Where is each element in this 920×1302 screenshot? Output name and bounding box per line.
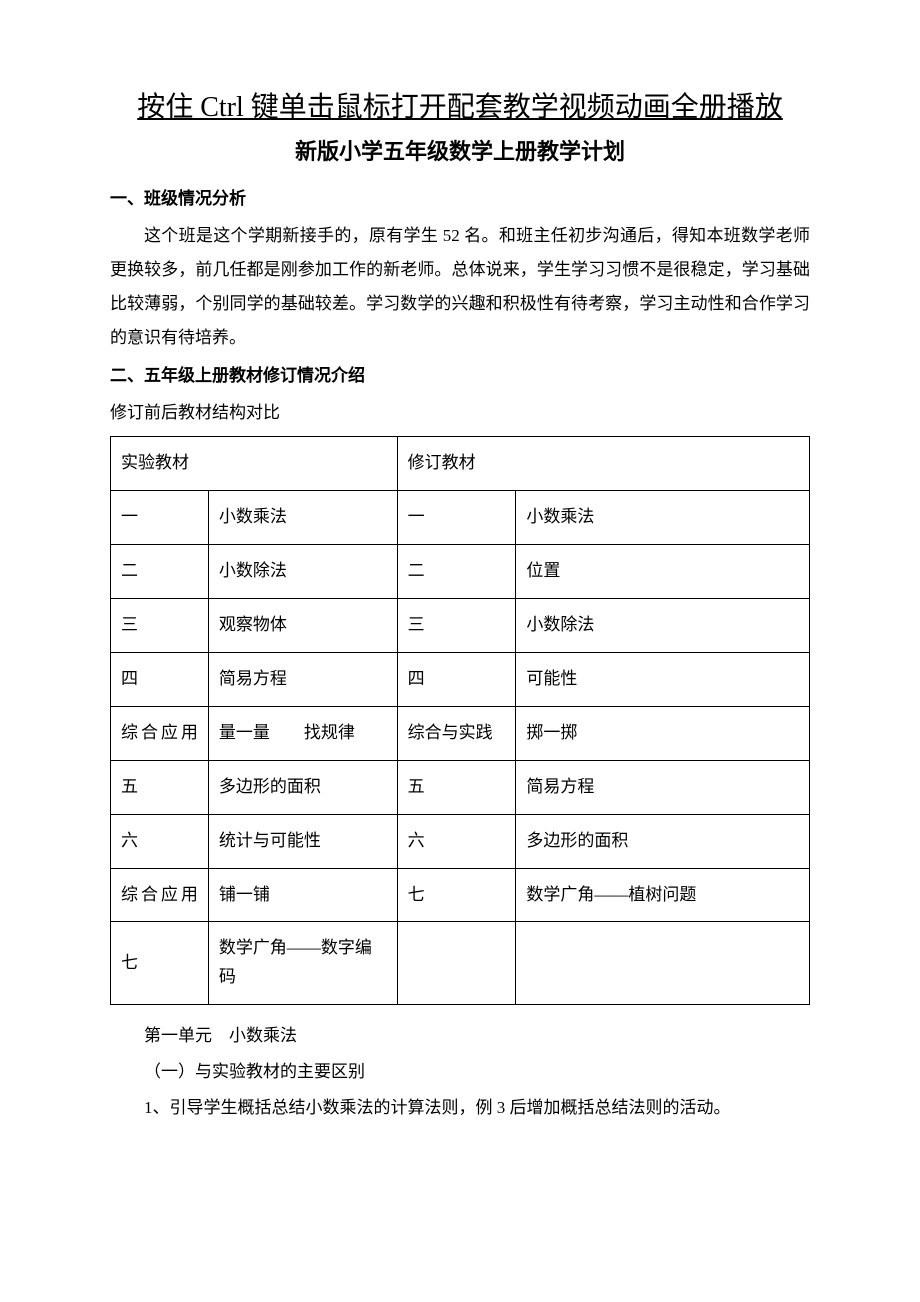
section-1-paragraph: 这个班是这个学期新接手的，原有学生 52 名。和班主任初步沟通后，得知本班数学老… xyxy=(110,219,810,355)
table-cell: 五 xyxy=(397,760,516,814)
table-cell: 三 xyxy=(397,599,516,653)
table-cell: 综合应用 xyxy=(111,706,209,760)
table-cell: 四 xyxy=(111,652,209,706)
section-2-subtext: 修订前后教材结构对比 xyxy=(110,396,810,430)
table-cell: 简易方程 xyxy=(516,760,810,814)
table-cell: 数学广角——植树问题 xyxy=(516,868,810,922)
table-cell: 三 xyxy=(111,599,209,653)
table-cell: 观察物体 xyxy=(208,599,397,653)
table-cell: 可能性 xyxy=(516,652,810,706)
post-table-line-3: 1、引导学生概括总结小数乘法的计算法则，例 3 后增加概括总结法则的活动。 xyxy=(110,1091,810,1125)
table-cell: 位置 xyxy=(516,545,810,599)
table-cell: 一 xyxy=(397,491,516,545)
table-cell: 量一量 找规律 xyxy=(208,706,397,760)
table-cell: 小数乘法 xyxy=(516,491,810,545)
table-cell xyxy=(516,922,810,1005)
table-row: 二 小数除法 二 位置 xyxy=(111,545,810,599)
table-row: 六 统计与可能性 六 多边形的面积 xyxy=(111,814,810,868)
table-cell xyxy=(397,922,516,1005)
table-cell: 五 xyxy=(111,760,209,814)
section-1-heading: 一、班级情况分析 xyxy=(110,184,810,209)
table-header-row: 实验教材 修订教材 xyxy=(111,437,810,491)
table-row: 综合应用 铺一铺 七 数学广角——植树问题 xyxy=(111,868,810,922)
table-cell: 二 xyxy=(111,545,209,599)
table-cell: 六 xyxy=(397,814,516,868)
post-table-line-1: 第一单元 小数乘法 xyxy=(110,1019,810,1053)
table-row: 七 数学广角——数字编码 xyxy=(111,922,810,1005)
table-cell: 二 xyxy=(397,545,516,599)
link-header[interactable]: 按住 Ctrl 键单击鼠标打开配套教学视频动画全册播放 xyxy=(110,90,810,126)
table-header-right: 修订教材 xyxy=(397,437,809,491)
table-cell: 综合应用 xyxy=(111,868,209,922)
table-cell: 一 xyxy=(111,491,209,545)
table-header-left: 实验教材 xyxy=(111,437,398,491)
table-cell: 七 xyxy=(111,922,209,1005)
table-cell: 统计与可能性 xyxy=(208,814,397,868)
table-row: 四 简易方程 四 可能性 xyxy=(111,652,810,706)
table-cell: 多边形的面积 xyxy=(516,814,810,868)
table-row: 三 观察物体 三 小数除法 xyxy=(111,599,810,653)
table-cell: 多边形的面积 xyxy=(208,760,397,814)
table-row: 一 小数乘法 一 小数乘法 xyxy=(111,491,810,545)
table-cell: 小数乘法 xyxy=(208,491,397,545)
comparison-table: 实验教材 修订教材 一 小数乘法 一 小数乘法 二 小数除法 二 位置 三 观察… xyxy=(110,436,810,1005)
post-table-line-2: （一）与实验教材的主要区别 xyxy=(110,1055,810,1089)
table-cell: 综合与实践 xyxy=(397,706,516,760)
table-cell: 掷一掷 xyxy=(516,706,810,760)
table-cell: 数学广角——数字编码 xyxy=(208,922,397,1005)
document-title: 新版小学五年级数学上册教学计划 xyxy=(110,134,810,166)
section-2-heading: 二、五年级上册教材修订情况介绍 xyxy=(110,361,810,386)
table-cell: 六 xyxy=(111,814,209,868)
table-cell: 简易方程 xyxy=(208,652,397,706)
table-cell: 四 xyxy=(397,652,516,706)
table-row: 五 多边形的面积 五 简易方程 xyxy=(111,760,810,814)
table-cell: 小数除法 xyxy=(516,599,810,653)
table-row: 综合应用 量一量 找规律 综合与实践 掷一掷 xyxy=(111,706,810,760)
table-cell: 小数除法 xyxy=(208,545,397,599)
table-cell: 七 xyxy=(397,868,516,922)
table-cell: 铺一铺 xyxy=(208,868,397,922)
